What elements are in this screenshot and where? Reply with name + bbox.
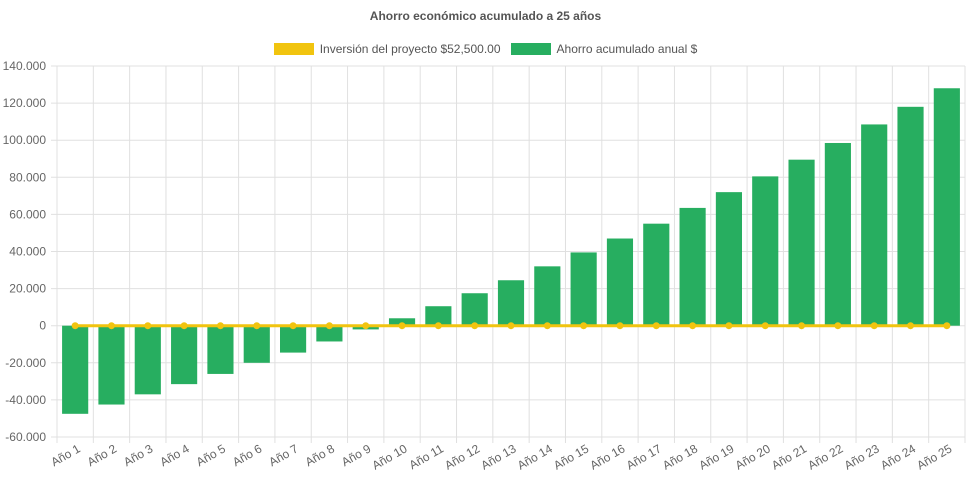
- x-tick-label: Año 11: [407, 441, 446, 472]
- x-tick-label: Año 2: [85, 441, 119, 469]
- bar-ano-2: [98, 325, 125, 405]
- legend-label-savings: Ahorro acumulado anual $: [556, 42, 698, 56]
- bar-ano-12: [461, 293, 488, 326]
- x-tick-label: Año 15: [551, 441, 591, 472]
- bar-ano-17: [643, 223, 670, 326]
- x-tick-label: Año 17: [624, 441, 664, 472]
- chart-title: Ahorro económico acumulado a 25 años: [369, 9, 602, 23]
- investment-point: [725, 322, 733, 330]
- bar-ano-7: [280, 325, 307, 353]
- y-tick-label: 40.000: [9, 245, 46, 259]
- bar-ano-3: [134, 325, 161, 395]
- investment-point: [580, 322, 588, 330]
- x-tick-label: Año 6: [230, 441, 264, 469]
- y-tick-label: 0: [39, 319, 46, 333]
- investment-point: [325, 322, 333, 330]
- investment-point: [834, 322, 842, 330]
- x-tick-label: Año 12: [442, 441, 482, 472]
- x-tick-label: Año 21: [769, 441, 809, 472]
- bar-ano-11: [425, 306, 452, 326]
- investment-point: [798, 322, 806, 330]
- x-tick-label: Año 10: [370, 441, 410, 472]
- investment-point: [362, 322, 370, 330]
- legend-swatch-investment: [273, 43, 314, 55]
- investment-point: [107, 322, 115, 330]
- bar-ano-16: [606, 238, 634, 326]
- investment-point: [616, 322, 624, 330]
- investment-point: [471, 322, 479, 330]
- bar-ano-15: [570, 252, 597, 326]
- y-tick-label: -60.000: [5, 430, 46, 444]
- investment-point: [543, 322, 551, 330]
- y-tick-label: 140.000: [3, 59, 47, 73]
- bar-ano-23: [861, 124, 888, 326]
- x-tick-label: Año 14: [515, 441, 555, 472]
- legend-item-savings[interactable]: Ahorro acumulado anual $: [510, 42, 698, 56]
- x-tick-label: Año 7: [266, 441, 300, 469]
- investment-point: [216, 322, 224, 330]
- x-tick-label: Año 13: [479, 441, 519, 472]
- investment-point: [398, 322, 406, 330]
- x-tick-label: Año 5: [194, 441, 228, 469]
- bar-ano-4: [171, 325, 198, 385]
- x-tick-label: Año 25: [914, 441, 954, 472]
- investment-point: [434, 322, 442, 330]
- y-tick-label: 100.000: [3, 133, 47, 147]
- investment-point: [943, 322, 951, 330]
- investment-point: [652, 322, 660, 330]
- y-tick-label: 20.000: [9, 282, 46, 296]
- bar-ano-21: [788, 159, 815, 326]
- bar-ano-5: [207, 325, 234, 374]
- y-tick-label: 80.000: [9, 170, 46, 184]
- investment-point: [689, 322, 697, 330]
- bar-ano-19: [715, 192, 742, 326]
- bar-ano-8: [316, 325, 343, 342]
- bar-ano-6: [243, 325, 270, 363]
- x-tick-label: Año 16: [588, 441, 628, 472]
- bar-ano-14: [534, 266, 561, 326]
- bar-ano-18: [679, 207, 706, 326]
- y-tick-label: -40.000: [5, 393, 46, 407]
- bar-ano-13: [497, 280, 525, 326]
- bar-ano-25: [933, 88, 960, 326]
- x-tick-label: Año 19: [696, 441, 736, 472]
- x-tick-label: Año 1: [49, 441, 83, 469]
- x-tick-label: Año 24: [878, 441, 918, 472]
- x-tick-label: Año 18: [660, 441, 700, 472]
- x-tick-label: Año 4: [157, 441, 191, 469]
- bar-ano-1: [62, 325, 89, 414]
- investment-point: [180, 322, 188, 330]
- y-tick-label: 120.000: [3, 96, 47, 110]
- investment-point: [761, 322, 769, 330]
- investment-point: [71, 322, 79, 330]
- y-tick-label: 60.000: [9, 207, 46, 221]
- x-tick-label: Año 20: [733, 441, 773, 472]
- investment-point: [907, 322, 915, 330]
- bar-ano-10: [388, 318, 416, 326]
- chart-legend: Inversión del proyecto $52,500.00 Ahorro…: [0, 42, 971, 56]
- x-tick-label: Año 8: [303, 441, 337, 469]
- x-tick-label: Año 9: [339, 441, 373, 469]
- y-tick-label: -20.000: [5, 356, 46, 370]
- investment-point: [253, 322, 261, 330]
- investment-point: [144, 322, 152, 330]
- bar-ano-24: [897, 106, 924, 326]
- x-tick-label: Año 22: [805, 441, 845, 472]
- bar-ano-20: [752, 176, 779, 326]
- investment-point: [289, 322, 297, 330]
- legend-label-investment: Inversión del proyecto $52,500.00: [319, 42, 501, 56]
- x-tick-label: Año 3: [121, 441, 155, 469]
- legend-item-investment[interactable]: Inversión del proyecto $52,500.00: [273, 42, 501, 56]
- x-tick-label: Año 23: [842, 441, 882, 472]
- legend-swatch-savings: [510, 43, 551, 55]
- investment-point: [870, 322, 878, 330]
- bar-ano-22: [824, 142, 851, 326]
- investment-point: [507, 322, 515, 330]
